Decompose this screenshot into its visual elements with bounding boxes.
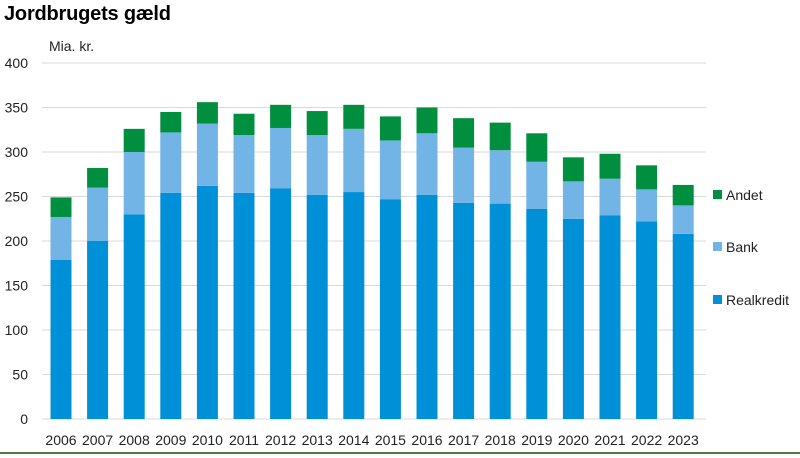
bar-bank-2007: [87, 187, 109, 241]
bar-bank-2013: [306, 135, 328, 195]
bottom-rule: [0, 452, 800, 454]
bar-andet-2010: [196, 102, 218, 124]
legend-label-realkredit: Realkredit: [726, 292, 789, 308]
x-tick-label-2011: 2011: [229, 432, 259, 448]
bar-andet-2007: [87, 168, 109, 188]
y-tick-label: 200: [5, 233, 29, 249]
bar-bank-2016: [416, 133, 438, 195]
bar-bank-2012: [270, 127, 292, 189]
legend: Andet Bank Realkredit: [713, 187, 789, 308]
bar-realkredit-2022: [636, 221, 658, 419]
y-axis-ticks: 0 50 100 150 200 250 300 350 400: [5, 55, 29, 427]
bar-andet-2015: [379, 116, 401, 141]
chart-title: Jordbrugets gæld: [4, 3, 171, 25]
bar-bank-2023: [672, 205, 694, 234]
y-tick-label: 150: [5, 278, 29, 294]
bar-andet-2021: [599, 153, 621, 179]
bar-realkredit-2008: [123, 214, 145, 419]
bar-bank-2022: [636, 189, 658, 222]
bars: [50, 102, 694, 419]
bar-realkredit-2013: [306, 194, 328, 419]
y-tick-label: 300: [5, 144, 29, 160]
x-tick-label-2007: 2007: [82, 432, 113, 448]
bar-realkredit-2023: [672, 233, 694, 419]
y-tick-label: 50: [12, 367, 28, 383]
x-tick-label-2018: 2018: [485, 432, 516, 448]
x-tick-label-2020: 2020: [558, 432, 589, 448]
legend-swatch-bank: [713, 242, 722, 251]
y-tick-label: 400: [5, 55, 29, 71]
bar-realkredit-2020: [562, 218, 584, 419]
bar-bank-2010: [196, 123, 218, 186]
bar-realkredit-2006: [50, 259, 72, 419]
x-tick-label-2006: 2006: [45, 432, 76, 448]
x-tick-label-2021: 2021: [594, 432, 625, 448]
x-tick-label-2015: 2015: [375, 432, 406, 448]
x-tick-label-2022: 2022: [631, 432, 662, 448]
y-tick-label: 100: [5, 322, 29, 338]
bar-andet-2019: [526, 133, 548, 162]
bar-andet-2017: [453, 118, 475, 148]
bar-andet-2008: [123, 128, 145, 152]
x-tick-label-2023: 2023: [668, 432, 699, 448]
bar-realkredit-2012: [270, 188, 292, 419]
bar-andet-2014: [343, 104, 365, 129]
x-tick-label-2016: 2016: [411, 432, 442, 448]
bar-bank-2015: [379, 140, 401, 200]
bar-bank-2018: [489, 150, 511, 204]
x-axis-ticks: 2006 2007 2008 2009 2010 2011 2012 2013 2014 2015…: [45, 432, 699, 448]
bar-bank-2020: [562, 181, 584, 219]
bar-bank-2011: [233, 135, 255, 193]
bar-andet-2018: [489, 122, 511, 151]
x-tick-label-2010: 2010: [192, 432, 223, 448]
x-tick-label-2019: 2019: [521, 432, 552, 448]
bar-andet-2013: [306, 111, 328, 136]
bar-realkredit-2015: [379, 199, 401, 419]
legend-label-bank: Bank: [726, 239, 759, 255]
bar-realkredit-2016: [416, 194, 438, 419]
x-tick-label-2009: 2009: [155, 432, 186, 448]
y-axis-unit-label: Mia. kr.: [49, 38, 95, 54]
bar-realkredit-2011: [233, 192, 255, 419]
bar-bank-2009: [160, 132, 182, 193]
y-tick-label: 0: [20, 411, 28, 427]
bar-bank-2017: [453, 147, 475, 203]
bar-bank-2006: [50, 216, 72, 260]
bar-andet-2012: [270, 104, 292, 128]
bar-andet-2022: [636, 165, 658, 190]
x-tick-label-2014: 2014: [338, 432, 369, 448]
bar-andet-2011: [233, 113, 255, 136]
bar-bank-2021: [599, 178, 621, 216]
bar-realkredit-2019: [526, 208, 548, 419]
x-tick-label-2013: 2013: [302, 432, 333, 448]
legend-swatch-realkredit: [713, 295, 722, 304]
y-tick-label: 350: [5, 100, 29, 116]
bar-realkredit-2007: [87, 241, 109, 419]
bar-andet-2016: [416, 107, 438, 134]
x-tick-label-2012: 2012: [265, 432, 296, 448]
bar-bank-2014: [343, 128, 365, 193]
x-tick-label-2017: 2017: [448, 432, 479, 448]
bar-realkredit-2017: [453, 202, 475, 419]
bar-realkredit-2014: [343, 192, 365, 419]
bar-andet-2006: [50, 197, 72, 217]
legend-label-andet: Andet: [726, 187, 763, 203]
bar-realkredit-2018: [489, 203, 511, 419]
x-tick-label-2008: 2008: [119, 432, 150, 448]
gridlines: [42, 62, 706, 420]
bar-realkredit-2009: [160, 192, 182, 419]
bar-andet-2023: [672, 184, 694, 206]
bar-bank-2019: [526, 161, 548, 209]
legend-swatch-andet: [713, 190, 722, 199]
bar-andet-2020: [562, 157, 584, 182]
bar-realkredit-2010: [196, 185, 218, 419]
bar-andet-2009: [160, 111, 182, 133]
bar-realkredit-2021: [599, 215, 621, 419]
bar-bank-2008: [123, 152, 145, 215]
y-tick-label: 250: [5, 189, 29, 205]
